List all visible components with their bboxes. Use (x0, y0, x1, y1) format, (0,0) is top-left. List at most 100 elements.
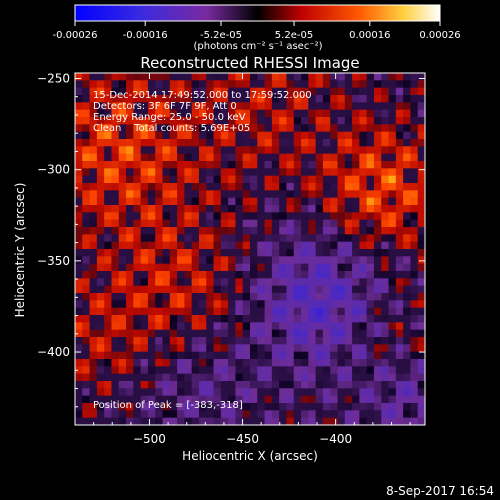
heatmap-cell (96, 161, 105, 169)
heatmap-cell (366, 131, 375, 140)
heatmap-cell (337, 315, 346, 323)
heatmap-cell (96, 410, 105, 419)
heatmap-cell (162, 212, 171, 221)
heatmap-cell (301, 183, 309, 191)
heatmap-cell (301, 366, 309, 375)
heatmap-cell (271, 87, 280, 96)
heatmap-cell (111, 102, 120, 111)
heatmap-cell (235, 366, 244, 375)
heatmap-cell (381, 117, 390, 125)
heatmap-cell (213, 271, 222, 279)
heatmap-cell (388, 227, 397, 235)
heatmap-cell (191, 80, 200, 89)
heatmap-cell (89, 278, 98, 287)
heatmap-cell (403, 373, 412, 382)
heatmap-cell (373, 212, 382, 221)
heatmap-cell (140, 95, 149, 103)
heatmap-cell (395, 337, 404, 345)
heatmap-cell (410, 146, 419, 155)
heatmap-cell (213, 183, 222, 191)
heatmap-cell (96, 329, 105, 338)
heatmap-cell (417, 315, 425, 323)
heatmap-cell (82, 322, 91, 331)
heatmap-cell (359, 278, 368, 287)
heatmap-cell (308, 322, 317, 331)
heatmap-cell (198, 249, 207, 257)
heatmap-cell (228, 359, 237, 367)
heatmap-cell (89, 351, 98, 360)
heatmap-cell (257, 80, 266, 89)
heatmap-cell (89, 285, 98, 294)
heatmap-cell (133, 249, 142, 257)
heatmap-cell (308, 183, 317, 191)
heatmap-cell (89, 359, 98, 367)
heatmap-cell (235, 395, 244, 404)
heatmap-cell (126, 381, 134, 389)
heatmap-cell (147, 329, 156, 338)
heatmap-cell (352, 87, 360, 96)
heatmap-cell (315, 278, 324, 287)
heatmap-cell (191, 73, 200, 81)
heatmap-cell (279, 293, 288, 301)
heatmap-cell (293, 410, 302, 419)
heatmap-cell (169, 388, 178, 397)
heatmap-cell (191, 212, 200, 221)
heatmap-cell (293, 95, 302, 103)
heatmap-cell (206, 183, 215, 191)
heatmap-cell (359, 73, 368, 81)
heatmap-cell (322, 102, 331, 111)
heatmap-cell (140, 205, 149, 213)
heatmap-cell (279, 190, 288, 199)
heatmap-cell (322, 183, 331, 191)
heatmap-cell (381, 73, 390, 81)
heatmap-cell (206, 234, 215, 243)
heatmap-cell (235, 197, 244, 206)
heatmap-cell (177, 183, 185, 191)
heatmap-cell (264, 329, 273, 338)
heatmap-cell (271, 278, 280, 287)
heatmap-cell (177, 219, 185, 228)
heatmap-cell (366, 344, 375, 353)
heatmap-cell (126, 131, 134, 140)
heatmap-cell (213, 329, 222, 338)
heatmap-cell (308, 417, 317, 425)
heatmap-cell (257, 168, 266, 177)
heatmap-cell (133, 146, 142, 155)
heatmap-cell (250, 337, 258, 345)
heatmap-cell (111, 271, 120, 279)
heatmap-cell (75, 395, 83, 404)
heatmap-cell (75, 124, 83, 133)
heatmap-cell (417, 410, 425, 419)
heatmap-cell (403, 417, 412, 425)
heatmap-cell (169, 293, 178, 301)
heatmap-cell (206, 73, 215, 81)
heatmap-cell (395, 307, 404, 316)
heatmap-cell (366, 322, 375, 331)
heatmap-cell (257, 183, 266, 191)
heatmap-cell (169, 190, 178, 199)
heatmap-cell (257, 388, 266, 397)
heatmap-cell (257, 87, 266, 96)
heatmap-cell (352, 131, 360, 140)
heatmap-cell (315, 366, 324, 375)
heatmap-cell (228, 153, 237, 162)
heatmap-cell (366, 410, 375, 419)
heatmap-cell (330, 373, 339, 382)
heatmap-cell (89, 80, 98, 89)
heatmap-cell (403, 351, 412, 360)
heatmap-cell (111, 80, 120, 89)
heatmap-cell (410, 168, 419, 177)
heatmap-cell (104, 337, 113, 345)
heatmap-cell (242, 219, 251, 228)
heatmap-cell (155, 109, 164, 118)
heatmap-cell (337, 388, 346, 397)
heatmap-cell (352, 395, 360, 404)
heatmap-cell (147, 381, 156, 389)
heatmap-cell (235, 263, 244, 272)
heatmap-cell (322, 117, 331, 125)
heatmap-cell (344, 190, 353, 199)
heatmap-cell (271, 212, 280, 221)
heatmap-cell (403, 146, 412, 155)
heatmap-cell (264, 146, 273, 155)
heatmap-cell (213, 249, 222, 257)
